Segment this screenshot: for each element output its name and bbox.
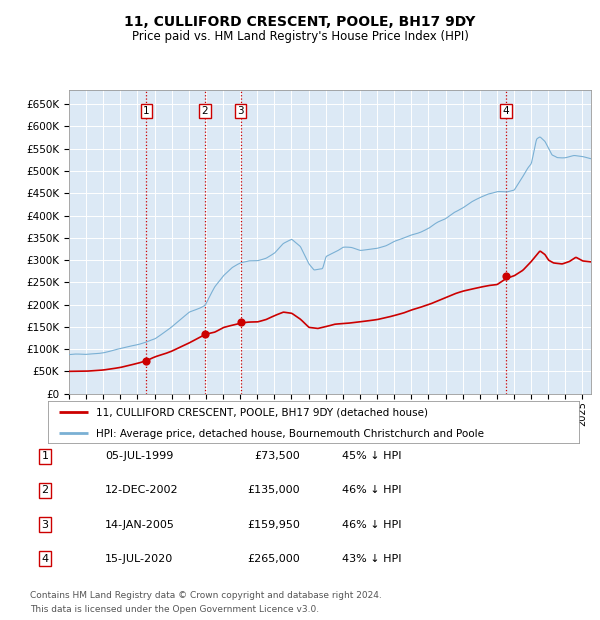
Text: £265,000: £265,000 — [247, 554, 300, 564]
Text: Contains HM Land Registry data © Crown copyright and database right 2024.: Contains HM Land Registry data © Crown c… — [30, 591, 382, 600]
Point — [200, 329, 210, 339]
Text: £135,000: £135,000 — [247, 485, 300, 495]
Text: 12-DEC-2002: 12-DEC-2002 — [105, 485, 179, 495]
Point — [236, 317, 245, 327]
Text: £159,950: £159,950 — [247, 520, 300, 529]
Point — [142, 356, 151, 366]
Text: 4: 4 — [41, 554, 49, 564]
Point — [501, 271, 511, 281]
Text: 14-JAN-2005: 14-JAN-2005 — [105, 520, 175, 529]
Text: 1: 1 — [143, 106, 149, 116]
Text: 2: 2 — [41, 485, 49, 495]
Text: 45% ↓ HPI: 45% ↓ HPI — [342, 451, 401, 461]
Text: 46% ↓ HPI: 46% ↓ HPI — [342, 485, 401, 495]
Text: 46% ↓ HPI: 46% ↓ HPI — [342, 520, 401, 529]
Text: 43% ↓ HPI: 43% ↓ HPI — [342, 554, 401, 564]
Text: 11, CULLIFORD CRESCENT, POOLE, BH17 9DY: 11, CULLIFORD CRESCENT, POOLE, BH17 9DY — [124, 16, 476, 30]
Text: 15-JUL-2020: 15-JUL-2020 — [105, 554, 173, 564]
Text: Price paid vs. HM Land Registry's House Price Index (HPI): Price paid vs. HM Land Registry's House … — [131, 30, 469, 43]
Text: 1: 1 — [41, 451, 49, 461]
Text: 11, CULLIFORD CRESCENT, POOLE, BH17 9DY (detached house): 11, CULLIFORD CRESCENT, POOLE, BH17 9DY … — [96, 407, 428, 417]
Text: 3: 3 — [41, 520, 49, 529]
Text: 3: 3 — [238, 106, 244, 116]
Text: 05-JUL-1999: 05-JUL-1999 — [105, 451, 173, 461]
Text: £73,500: £73,500 — [254, 451, 300, 461]
Text: HPI: Average price, detached house, Bournemouth Christchurch and Poole: HPI: Average price, detached house, Bour… — [96, 428, 484, 438]
Text: 2: 2 — [202, 106, 208, 116]
Text: This data is licensed under the Open Government Licence v3.0.: This data is licensed under the Open Gov… — [30, 604, 319, 614]
Text: 4: 4 — [503, 106, 509, 116]
